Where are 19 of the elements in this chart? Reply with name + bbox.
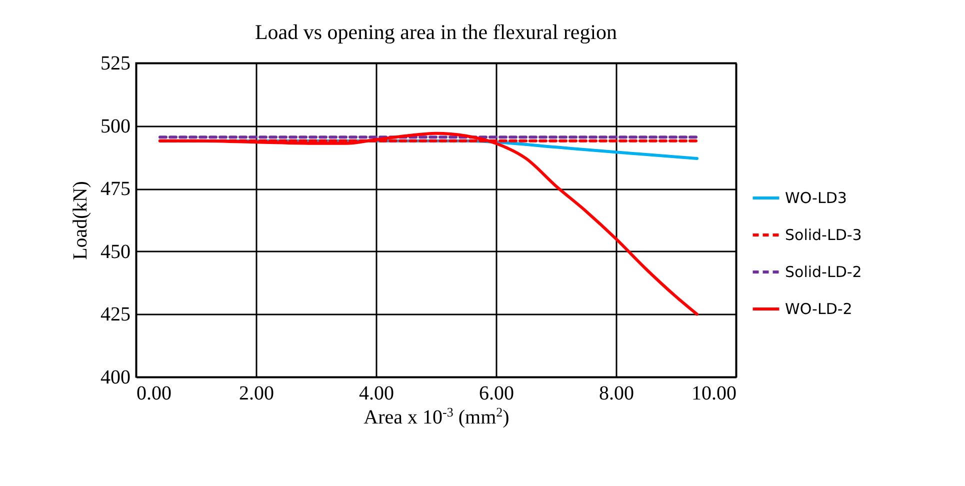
x-tick-label: 6.00 bbox=[479, 382, 514, 404]
x-axis-title: Area x 10$^{-3}$ (mm$^{2}$) bbox=[364, 404, 510, 428]
x-tick-label: 8.00 bbox=[599, 382, 634, 404]
y-tick-label: 400 bbox=[100, 366, 130, 388]
y-axis-title: Load(kN) bbox=[70, 181, 92, 260]
chart-title: Load vs opening area in the flexural region bbox=[254, 20, 618, 44]
x-tick-label: 0.00 bbox=[136, 382, 172, 404]
y-tick-label: 425 bbox=[100, 304, 130, 326]
y-tick-label: 475 bbox=[100, 178, 130, 200]
x-tick-label: 4.00 bbox=[359, 382, 394, 404]
y-tick-label: 500 bbox=[100, 115, 130, 138]
y-tick-label: 525 bbox=[100, 52, 130, 74]
legend-label: WO-LD-2 bbox=[785, 300, 852, 318]
x-tick-label: 10.00 bbox=[692, 382, 736, 404]
y-tick-label: 450 bbox=[100, 240, 130, 263]
legend-label: WO-LD3 bbox=[785, 189, 847, 207]
legend-label: Solid-LD-2 bbox=[785, 263, 862, 281]
x-tick-label: 2.00 bbox=[239, 382, 274, 404]
legend-label: Solid-LD-3 bbox=[785, 226, 862, 244]
